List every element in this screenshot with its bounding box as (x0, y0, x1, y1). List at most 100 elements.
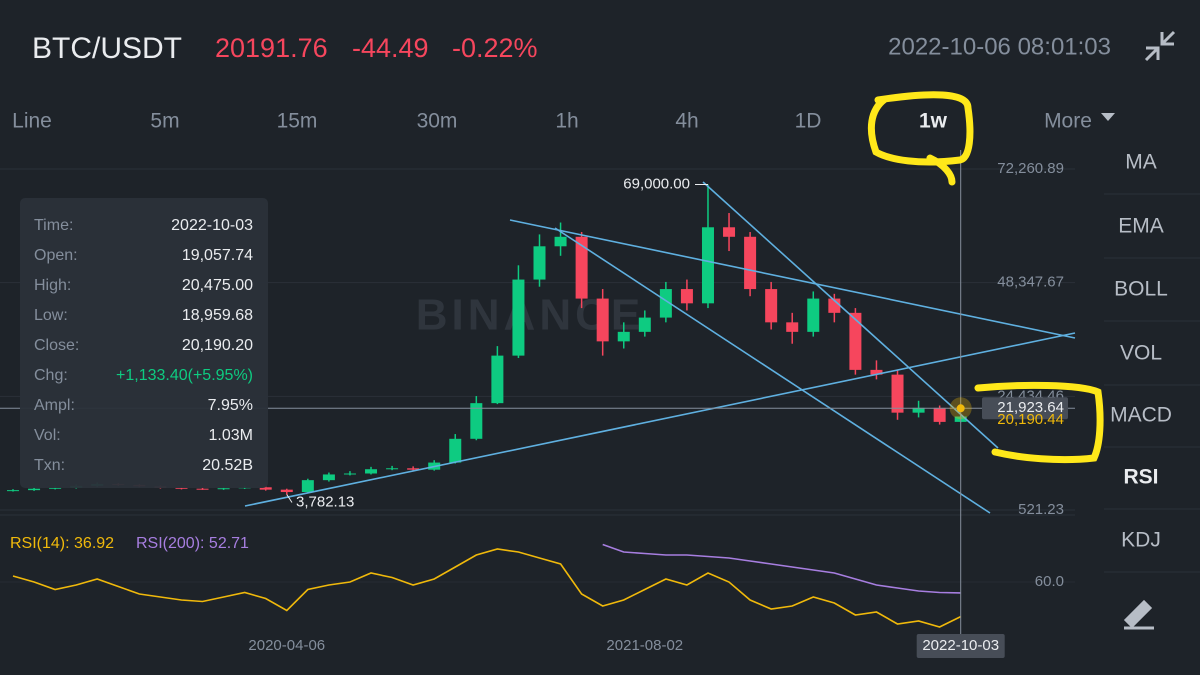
indicator-tab[interactable]: KDJ (1121, 529, 1161, 552)
tooltip-key: Time: (34, 217, 73, 234)
tooltip-value: 20,475.00 (182, 277, 253, 294)
trend-lines (244, 181, 1076, 514)
collapse-icon (1144, 30, 1176, 62)
candle-body (912, 407, 925, 413)
candle-body (512, 279, 525, 356)
candle-body (28, 488, 41, 491)
y-tick-label: 48,347.67 (997, 274, 1064, 291)
candle-body (470, 403, 483, 439)
x-tick-label: 2020-04-06 (248, 637, 325, 654)
indicator-tab[interactable]: BOLL (1114, 278, 1168, 301)
tooltip-value: 19,057.74 (182, 247, 253, 264)
interval-tab[interactable]: 30m (417, 110, 458, 133)
interval-tab[interactable]: 15m (277, 110, 318, 133)
interval-tab[interactable]: 1D (795, 110, 822, 133)
tooltip-value: 20,190.20 (182, 337, 253, 354)
highlight-bracket (974, 381, 1104, 464)
candle-body (386, 468, 399, 470)
trend-line (702, 181, 999, 449)
crosshair-date-box (916, 634, 1005, 658)
indicator-tab[interactable]: RSI (1123, 466, 1158, 489)
rsi-line (12, 548, 962, 628)
ui: BTC/USDT 20191.76 -44.49 -0.22% 2022-10-06 0… (10, 30, 1200, 675)
tooltip-value: +1,133.40(+5.95%) (116, 367, 253, 384)
indicator-tab[interactable]: EMA (1118, 215, 1164, 238)
interval-tab[interactable]: 4h (675, 110, 698, 133)
high-label: 69,000.00 (623, 175, 690, 192)
interval-tab[interactable]: 5m (150, 110, 179, 133)
crosshair-price-box (982, 397, 1068, 420)
candle-body (49, 487, 62, 489)
tooltip-key: Close: (34, 337, 79, 354)
candle-body (891, 374, 904, 413)
candle-body (196, 488, 209, 490)
tooltip-key: High: (34, 277, 71, 294)
candle-body (680, 289, 693, 304)
candle-body (933, 407, 946, 422)
crosshair-dot (956, 404, 965, 413)
candle-body (7, 490, 19, 492)
interval-tab[interactable]: More (1044, 110, 1092, 133)
candle-body (786, 322, 799, 332)
last-price-label: 20,190.44 (997, 411, 1064, 428)
highlight-scribble (867, 91, 974, 186)
candle-body (575, 236, 588, 299)
tooltip-key: Low: (34, 307, 68, 324)
x-tick-label: 2022-10-03 (922, 637, 999, 654)
rsi-tick-label: 60.0 (1035, 573, 1064, 590)
dropdown-arrow (1101, 113, 1115, 121)
candle-body (701, 227, 714, 304)
candle-body (554, 236, 567, 247)
candle-body (322, 474, 335, 481)
candle-body (617, 331, 630, 342)
tooltip-value: 2022-10-03 (171, 217, 253, 234)
candle-body (723, 227, 736, 237)
candle-body (870, 369, 883, 375)
candle-body (491, 355, 504, 404)
interval-tab[interactable]: 1h (555, 110, 578, 133)
draw-tool-button[interactable] (1123, 599, 1154, 630)
tooltip-value: 7.95% (208, 397, 253, 414)
watermark: BINANCE (416, 291, 644, 340)
datetime: 2022-10-06 08:01:03 (888, 33, 1111, 60)
collapse-button[interactable] (1144, 30, 1176, 62)
tooltip: Time: 2022-10-03 Open: 19,057.74 High: 20,475… (20, 198, 268, 488)
candle-body (533, 246, 546, 280)
trend-line (509, 219, 1076, 339)
interval-tab[interactable]: 1w (919, 110, 948, 133)
tooltip-value: 1.03M (209, 427, 253, 444)
tooltip-key: Vol: (34, 427, 61, 444)
x-tick-label: 2021-08-02 (606, 637, 683, 654)
candle-body (407, 468, 420, 470)
indicator-tab[interactable]: MA (1125, 151, 1157, 174)
tooltip-key: Txn: (34, 457, 65, 474)
tooltip-key: Ampl: (34, 397, 75, 414)
pair: BTC/USDT (32, 32, 182, 65)
tooltip-key: Chg: (34, 367, 68, 384)
candle-body (596, 298, 609, 342)
indicator-tab[interactable]: MACD (1110, 404, 1172, 427)
price-change-pct: -0.22% (452, 33, 538, 63)
tooltip-value: 18,959.68 (182, 307, 253, 324)
candle-body (259, 487, 272, 490)
trend-line (244, 332, 1076, 507)
indicator-panel (1104, 140, 1200, 675)
candle-body (280, 489, 293, 493)
indicator-tab[interactable]: VOL (1120, 342, 1162, 365)
candle-body (765, 289, 778, 323)
candle-body (175, 487, 188, 489)
candle-body (365, 469, 378, 474)
tooltip-value: 20.52B (202, 457, 253, 474)
candle-body (849, 312, 862, 370)
trend-line (554, 227, 991, 514)
rsi-legend: RSI(14): 36.92 (10, 535, 114, 552)
last-price: 20191.76 (215, 33, 328, 63)
tooltip-box (20, 198, 268, 488)
tooltip-key: Open: (34, 247, 78, 264)
interval-tab[interactable]: Line (12, 110, 52, 133)
candle-body (343, 473, 356, 475)
rsi-legend: RSI(200): 52.71 (136, 535, 249, 552)
